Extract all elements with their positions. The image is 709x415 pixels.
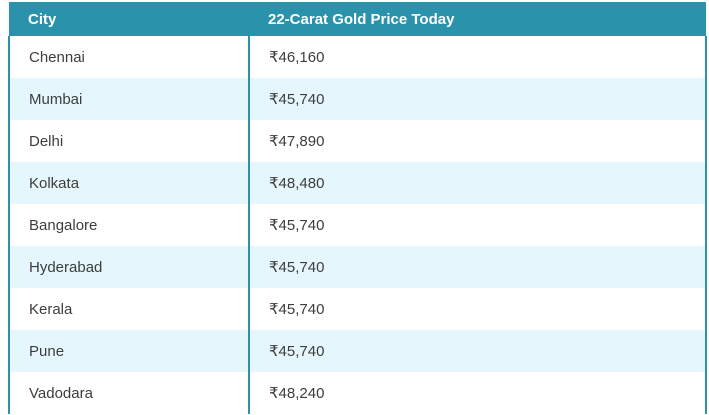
table-row: Chennai ₹46,160 (8, 36, 707, 78)
table-row: Kerala ₹45,740 (8, 288, 707, 330)
city-cell: Bangalore (8, 204, 250, 246)
column-header-city: City (9, 2, 249, 36)
column-header-price: 22-Carat Gold Price Today (249, 2, 706, 36)
city-cell: Pune (8, 330, 250, 372)
city-cell: Mumbai (8, 78, 250, 120)
table-row: Kolkata ₹48,480 (8, 162, 707, 204)
city-cell: Kerala (8, 288, 250, 330)
price-cell: ₹46,160 (249, 36, 707, 78)
gold-price-table-container: City 22-Carat Gold Price Today Chennai ₹… (8, 2, 707, 414)
table-row: Vadodara ₹48,240 (8, 372, 707, 414)
header-row: City 22-Carat Gold Price Today (9, 2, 706, 36)
city-cell: Vadodara (8, 372, 250, 414)
table-header: City 22-Carat Gold Price Today (9, 2, 706, 36)
table-row: Hyderabad ₹45,740 (8, 246, 707, 288)
city-cell: Hyderabad (8, 246, 250, 288)
price-cell: ₹45,740 (249, 204, 707, 246)
price-cell: ₹45,740 (249, 246, 707, 288)
table-row: Mumbai ₹45,740 (8, 78, 707, 120)
table-row: Bangalore ₹45,740 (8, 204, 707, 246)
price-cell: ₹48,480 (249, 162, 707, 204)
price-cell: ₹45,740 (249, 330, 707, 372)
price-cell: ₹48,240 (249, 372, 707, 414)
price-cell: ₹45,740 (249, 288, 707, 330)
table-body: Chennai ₹46,160 Mumbai ₹45,740 Delhi ₹47… (8, 36, 707, 414)
city-cell: Delhi (8, 120, 250, 162)
price-cell: ₹47,890 (249, 120, 707, 162)
table-row: Delhi ₹47,890 (8, 120, 707, 162)
city-cell: Kolkata (8, 162, 250, 204)
price-cell: ₹45,740 (249, 78, 707, 120)
city-cell: Chennai (8, 36, 250, 78)
gold-price-table: City 22-Carat Gold Price Today Chennai ₹… (8, 2, 707, 414)
table-row: Pune ₹45,740 (8, 330, 707, 372)
